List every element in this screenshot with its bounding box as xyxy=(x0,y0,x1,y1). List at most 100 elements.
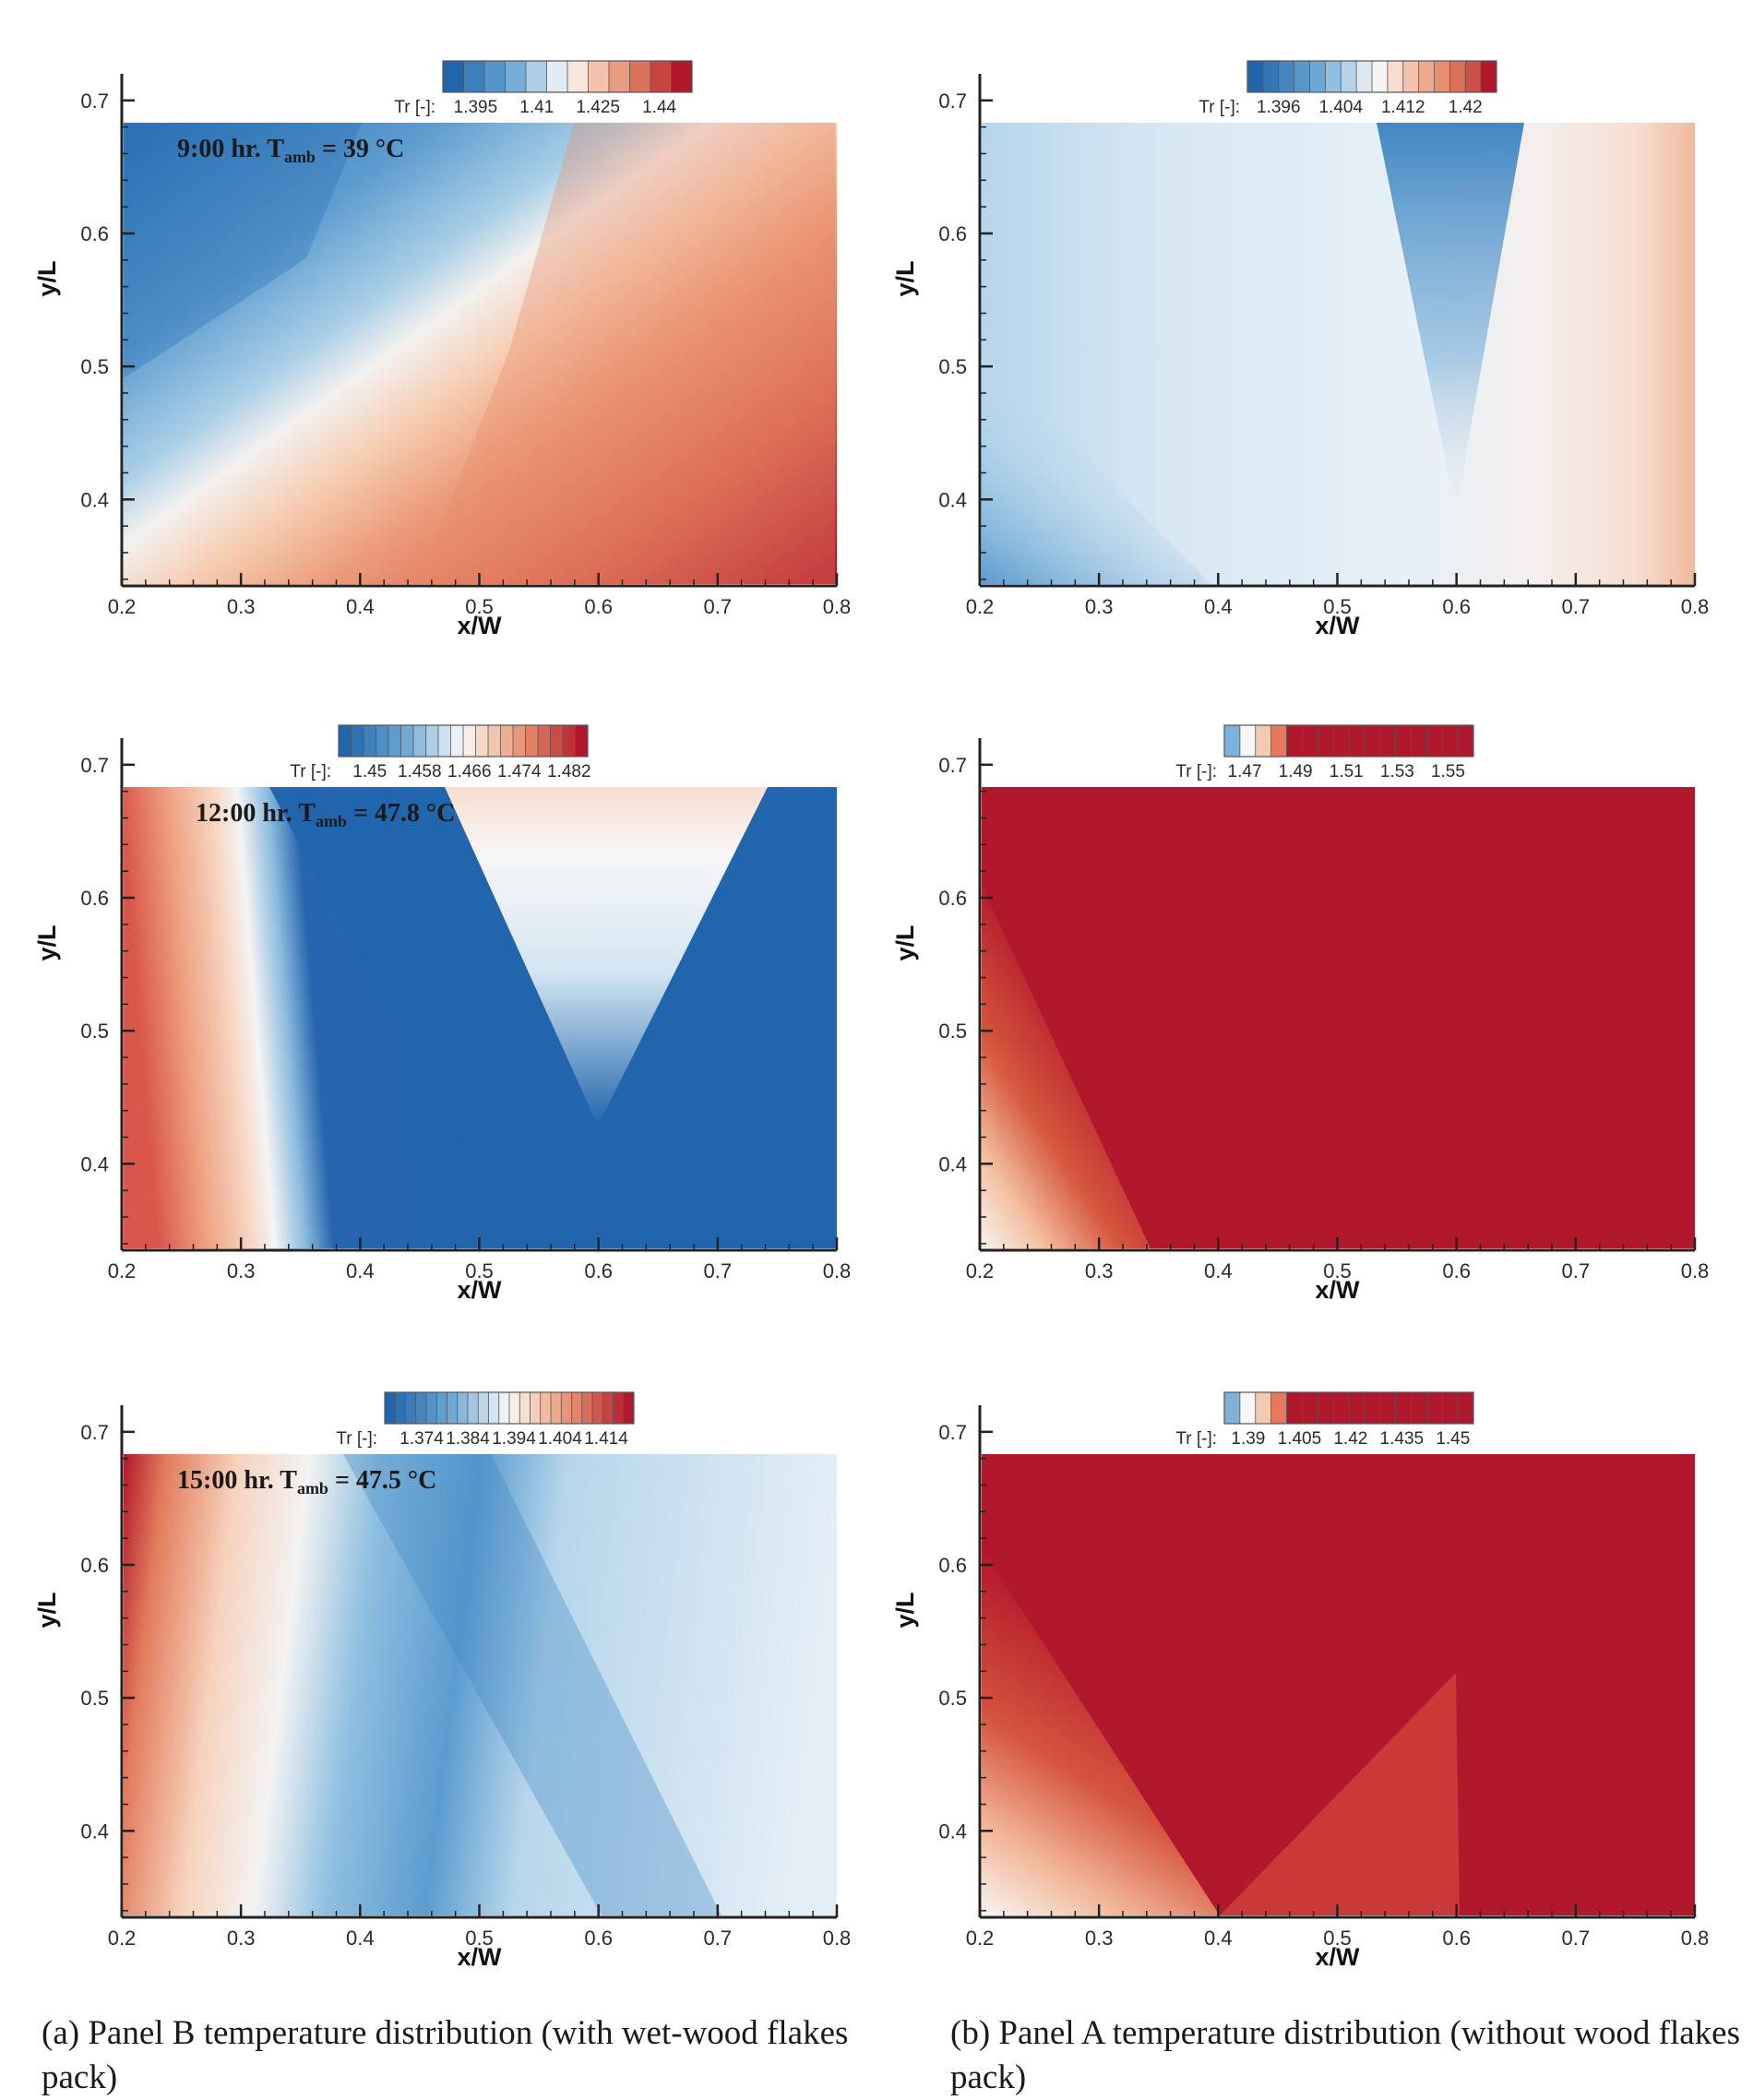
colorbar-level xyxy=(468,1392,479,1424)
annotation-value: = 39 °C xyxy=(316,135,404,163)
x-tick-label: 0.3 xyxy=(1085,595,1114,618)
colorbar-level xyxy=(546,61,568,92)
x-tick-label: 0.4 xyxy=(1204,1927,1233,1950)
colorbar-tick-label: 1.384 xyxy=(446,1429,490,1449)
colorbar-level xyxy=(1270,725,1287,757)
x-tick-label: 0.2 xyxy=(108,1927,137,1950)
annotation-value: = 47.8 °C xyxy=(347,799,455,828)
panel-15h-a: 0.2 0.3 0.4 0.5 0.6 0.7 0.8 0.4 0.5 0.6 0.7 x/W y/L T… xyxy=(33,1391,852,1971)
colorbar-tick-label: 1.44 xyxy=(642,98,676,117)
colorbar-level xyxy=(463,61,485,92)
colorbar-level xyxy=(629,61,651,92)
colorbar-tick-label: 1.41 xyxy=(519,98,554,117)
colorbar-tick-label: 1.53 xyxy=(1380,762,1414,782)
caption-right: (b) Panel A temperature distribution (wi… xyxy=(950,2014,1740,2096)
colorbar-level xyxy=(443,61,464,92)
y-tick-label: 0.5 xyxy=(938,355,967,378)
colorbar-tick-label: 1.425 xyxy=(576,98,620,117)
colorbar-level xyxy=(1247,61,1264,92)
colorbar-level xyxy=(1309,61,1326,92)
colorbar-level xyxy=(1224,1392,1241,1424)
colorbar-tick-label: 1.49 xyxy=(1279,762,1313,782)
x-tick-label: 0.7 xyxy=(704,1927,733,1950)
colorbar-tick-label: 1.39 xyxy=(1231,1429,1265,1449)
colorbar-level xyxy=(571,1392,583,1424)
time-annotation: 12:00 hr. Tamb = 47.8 °C xyxy=(196,799,455,830)
time-annotation: 15:00 hr. Tamb = 47.5 °C xyxy=(177,1466,436,1497)
colorbar-level xyxy=(1302,1392,1318,1424)
colorbar-level xyxy=(388,725,401,757)
y-tick-label: 0.5 xyxy=(80,355,109,378)
annotation-subscript: amb xyxy=(284,148,316,166)
colorbar-level xyxy=(1333,725,1350,757)
colorbar-level xyxy=(1395,1392,1412,1424)
colorbar-level xyxy=(1481,61,1497,92)
annotation-time: 9:00 hr. T xyxy=(177,135,284,163)
colorbar-level xyxy=(1318,725,1334,757)
x-tick-label: 0.6 xyxy=(1442,595,1471,618)
colorbar-level xyxy=(530,1392,542,1424)
y-tick-label: 0.5 xyxy=(80,1020,109,1043)
colorbar-level xyxy=(436,1392,447,1424)
x-tick-label: 0.3 xyxy=(227,1259,256,1283)
colorbar-title: Tr [-]: xyxy=(336,1429,377,1449)
colorbar-level xyxy=(609,61,630,92)
colorbar: Tr [-]: 1.45 1.458 1.466 1.474 1.482 xyxy=(290,724,591,782)
caption-left: (a) Panel B temperature distribution (wi… xyxy=(42,2014,849,2096)
colorbar-level xyxy=(475,725,489,757)
colorbar: Tr [-]: 1.39 1.405 1.42 1.435 1.45 xyxy=(1175,1391,1474,1449)
y-axis-title: y/L xyxy=(891,260,919,296)
colorbar-level xyxy=(592,1392,603,1424)
colorbar-level xyxy=(525,725,539,757)
colorbar-level xyxy=(505,61,527,92)
colorbar-level xyxy=(1458,1392,1474,1424)
panel-15h-b: 0.2 0.3 0.4 0.5 0.6 0.7 0.8 0.4 0.5 0.6 0.7 x/W y/L T… xyxy=(891,1391,1709,1971)
colorbar-level xyxy=(1387,61,1404,92)
colorbar-tick-label: 1.45 xyxy=(1436,1429,1470,1449)
annotation-subscript: amb xyxy=(316,812,347,830)
x-tick-label: 0.5 xyxy=(1323,1259,1352,1283)
y-tick-label: 0.6 xyxy=(938,222,967,245)
y-tick-label: 0.4 xyxy=(938,1820,967,1843)
colorbar-tick-label: 1.394 xyxy=(492,1429,536,1449)
axes: 0.2 0.3 0.4 0.5 0.6 0.7 0.8 0.4 0.5 0.6 0.7 x/W y/L T… xyxy=(33,724,851,1304)
colorbar-level xyxy=(450,725,464,757)
colorbar-tick-label: 1.396 xyxy=(1257,98,1301,117)
colorbar-tick-label: 1.42 xyxy=(1449,98,1483,117)
y-tick-label: 0.5 xyxy=(938,1020,967,1043)
field-cold-v xyxy=(1377,123,1524,512)
colorbar-level xyxy=(405,1392,417,1424)
colorbar-level xyxy=(1286,1392,1303,1424)
x-tick-label: 0.5 xyxy=(465,595,494,618)
colorbar-level xyxy=(364,725,376,757)
colorbar-level xyxy=(1379,725,1397,757)
y-axis-title: y/L xyxy=(33,925,61,961)
x-tick-label: 0.8 xyxy=(823,1927,852,1950)
colorbar-level xyxy=(1402,61,1420,92)
colorbar-level xyxy=(1239,725,1257,757)
y-tick-label: 0.7 xyxy=(80,89,109,113)
colorbar-level xyxy=(1255,725,1272,757)
colorbar-tick-label: 1.405 xyxy=(1278,1429,1322,1449)
y-axis-title: y/L xyxy=(33,260,61,296)
colorbar-level xyxy=(498,1392,510,1424)
colorbar-tick-label: 1.51 xyxy=(1330,762,1364,782)
colorbar-level xyxy=(488,1392,500,1424)
colorbar-tick-label: 1.414 xyxy=(584,1429,628,1449)
y-tick-label: 0.4 xyxy=(80,1820,109,1843)
colorbar-level xyxy=(540,1392,552,1424)
colorbar-frame xyxy=(338,724,589,758)
colorbar-level xyxy=(415,1392,427,1424)
y-tick-label: 0.7 xyxy=(80,1421,109,1444)
colorbar-level xyxy=(581,1392,593,1424)
colorbar-tick-label: 1.45 xyxy=(352,762,387,782)
colorbar-frame xyxy=(1246,60,1497,93)
x-tick-label: 0.7 xyxy=(1562,1927,1591,1950)
colorbar-level xyxy=(623,1392,635,1424)
x-tick-label: 0.4 xyxy=(346,1927,375,1950)
colorbar-level xyxy=(1239,1392,1257,1424)
y-axis-title: y/L xyxy=(891,1592,919,1628)
colorbar-level xyxy=(1426,1392,1443,1424)
colorbar-level xyxy=(351,725,364,757)
